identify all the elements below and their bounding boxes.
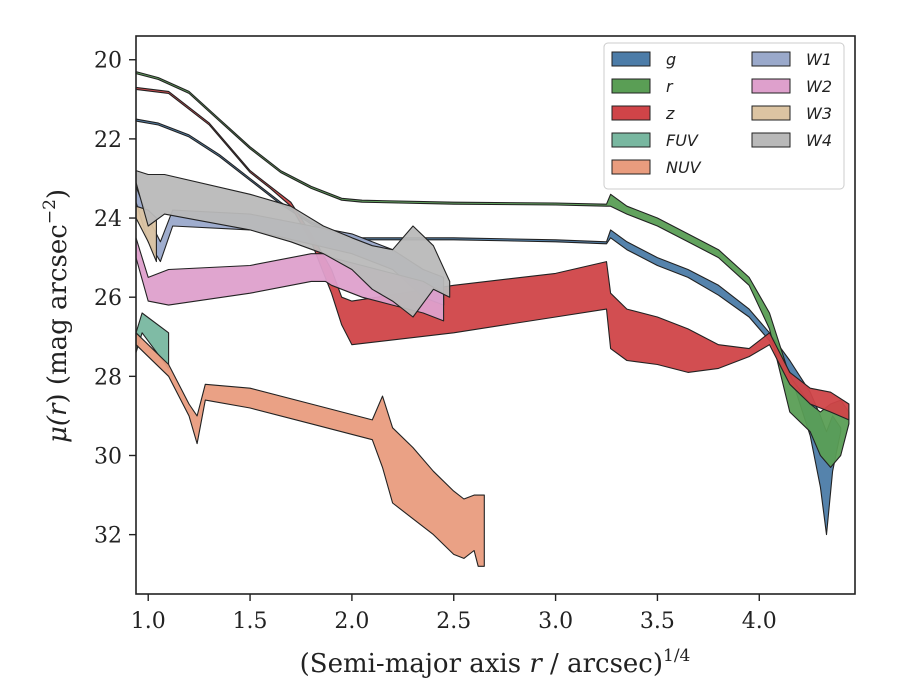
legend-swatch-w3	[751, 105, 791, 121]
legend-swatch-r	[611, 78, 651, 94]
legend-swatch-fuv	[611, 132, 651, 148]
legend-label-fuv: FUV	[666, 131, 699, 150]
y-tick-label: 30	[94, 444, 122, 469]
legend-label-w2: W2	[806, 77, 832, 96]
y-tick-label: 20	[94, 49, 122, 74]
x-tick-label: 3.0	[538, 609, 573, 634]
band-z	[135, 86, 850, 421]
legend-swatch-w4	[751, 132, 791, 148]
legend: grz FUV NUV W1 W2 W3 W4	[603, 42, 845, 190]
legend-swatch-w2	[751, 78, 791, 94]
x-tick-label: 2.0	[334, 609, 369, 634]
x-tick-label: 4.0	[742, 609, 777, 634]
x-tick-label: 1.5	[233, 609, 268, 634]
x-tick-label: 1.0	[131, 609, 166, 634]
x-axis-title: (Semi-major axis r / arcsec)1/4	[300, 646, 691, 679]
y-axis-title: μ(r) (mag arcsec−2)	[40, 189, 73, 443]
x-tick-label: 3.5	[640, 609, 675, 634]
legend-label-w1: W1	[806, 50, 832, 69]
band-w2	[135, 237, 445, 322]
y-tick-label: 24	[94, 207, 122, 232]
legend-label-nuv: NUV	[666, 158, 702, 177]
y-axis-ticks: 20 22 24 26 28 30 32	[94, 49, 136, 549]
legend-label-w3: W3	[806, 104, 832, 123]
y-tick-label: 28	[94, 365, 122, 390]
legend-label-g: g	[666, 50, 676, 69]
legend-swatch-w1	[751, 51, 791, 67]
x-axis-ticks: 1.0 1.5 2.0 2.5 3.0 3.5 4.0	[131, 594, 777, 634]
legend-label-z: z	[665, 104, 675, 123]
y-tick-label: 22	[94, 128, 122, 153]
surface-brightness-bands	[135, 71, 850, 567]
legend-label-r: r	[666, 77, 674, 96]
band-nuv	[135, 332, 485, 567]
band-w4	[135, 170, 451, 318]
y-tick-label: 26	[94, 286, 122, 311]
legend-label-w4: W4	[806, 131, 832, 150]
legend-swatch-nuv	[611, 159, 651, 175]
x-tick-label: 2.5	[436, 609, 471, 634]
plot-frame	[135, 35, 856, 595]
y-tick-label: 32	[94, 524, 122, 549]
band-r	[135, 71, 850, 468]
legend-swatch-g	[611, 51, 651, 67]
legend-swatch-z	[611, 105, 651, 121]
